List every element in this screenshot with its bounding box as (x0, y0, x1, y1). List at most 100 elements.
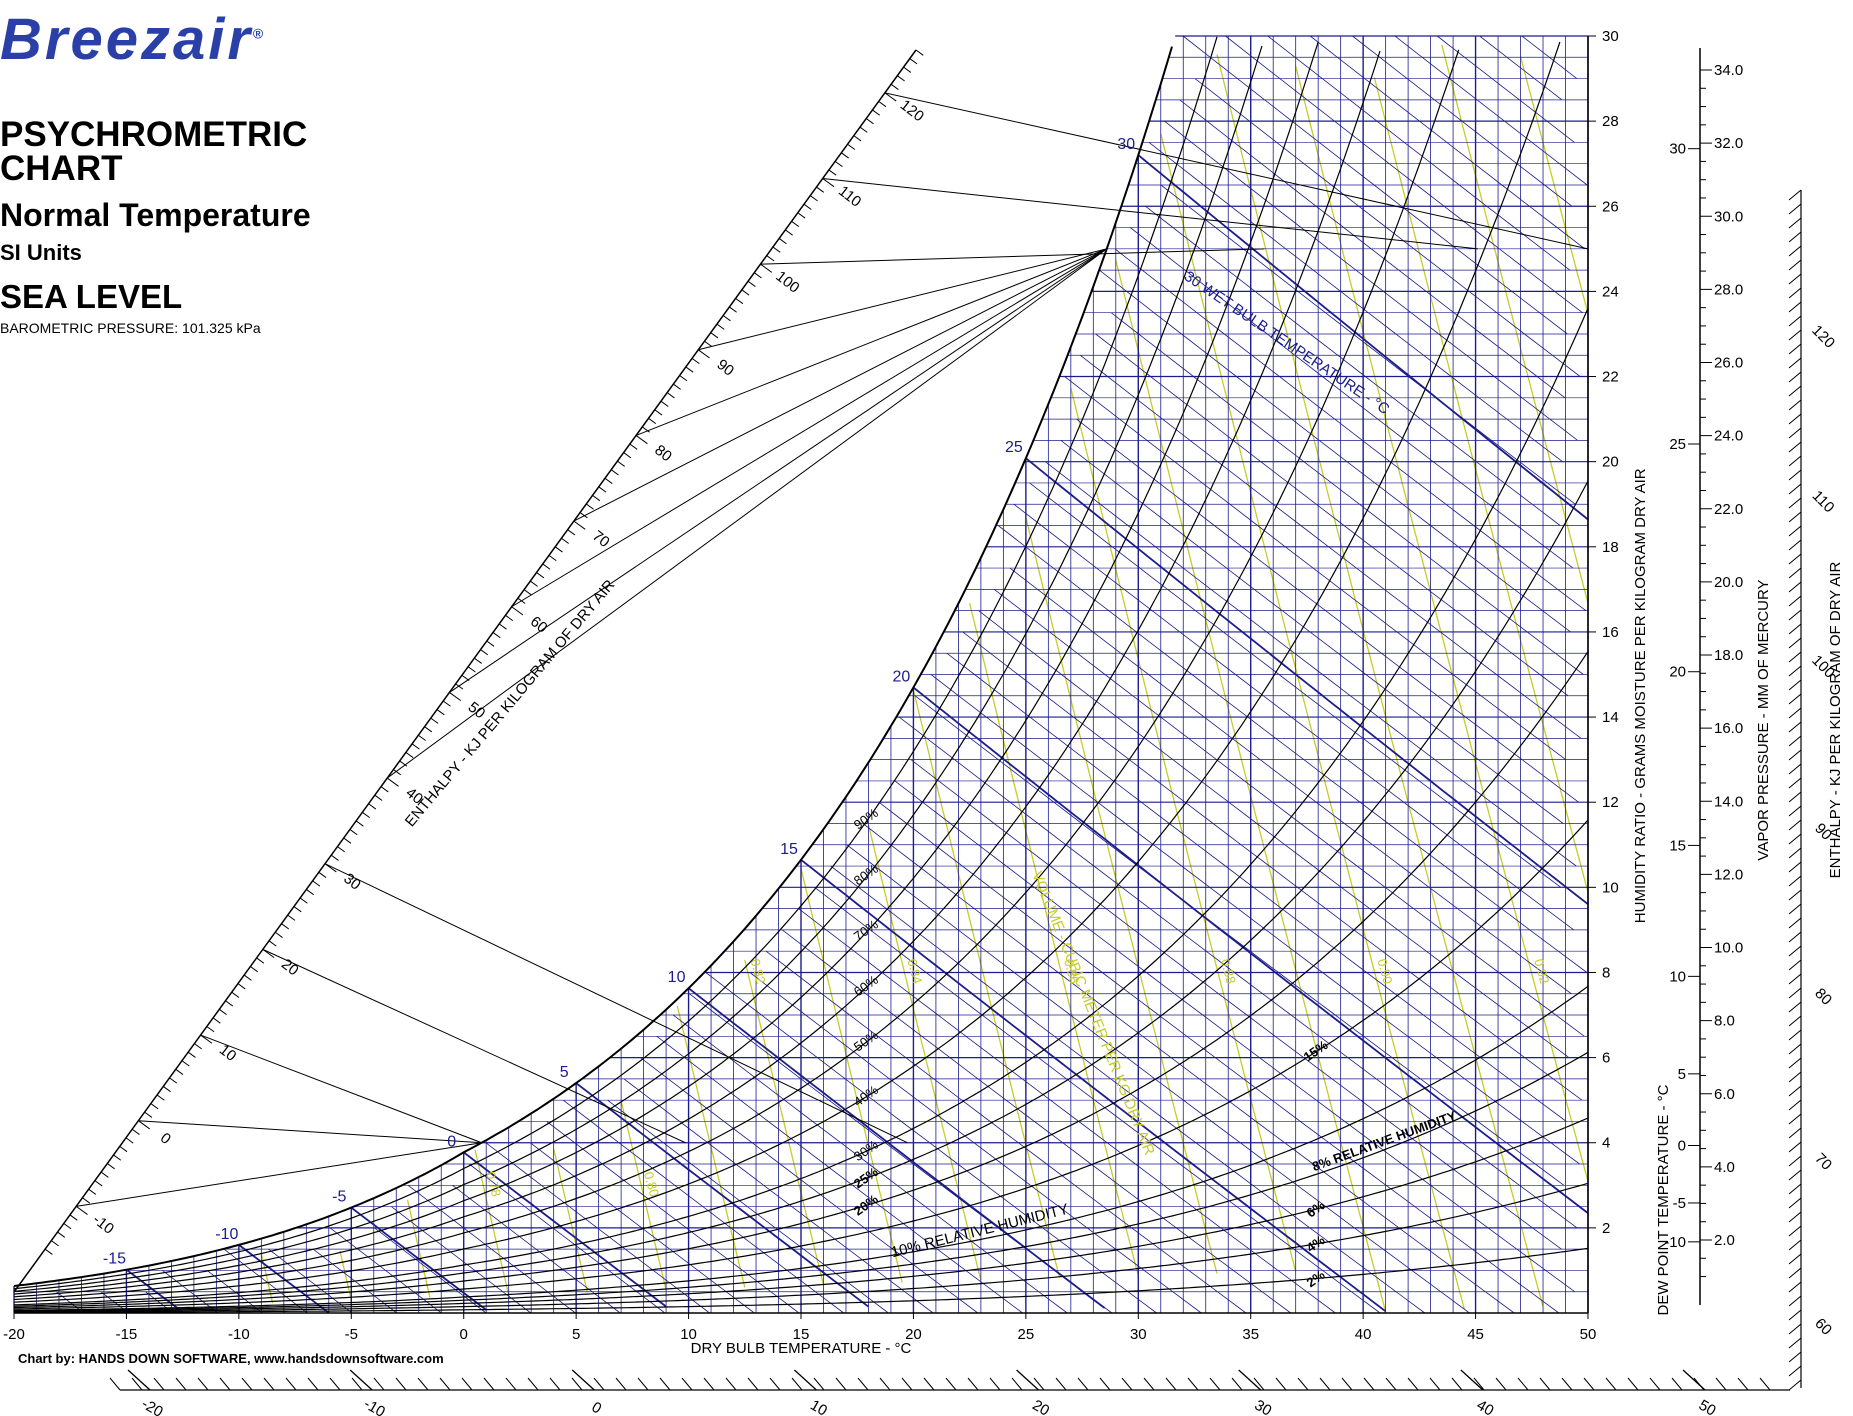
bottom-scale-tick (1297, 1377, 1309, 1391)
enthalpy-tick (256, 957, 265, 964)
volume-value-label: 0.80 (641, 1170, 662, 1198)
units-label: SI Units (0, 240, 82, 265)
wet-bulb-line (575, 1082, 870, 1308)
enthalpy-tick (847, 143, 856, 150)
enthalpy-tick (766, 255, 775, 262)
volume-line (1160, 133, 1465, 1310)
pressure-label: BAROMETRIC PRESSURE: 101.325 kPa (0, 320, 261, 336)
rh-value-label: 30% (851, 1137, 881, 1164)
right-enthalpy-tick (1788, 1085, 1802, 1097)
enthalpy-axis-line (13, 49, 917, 1293)
volume-line (1295, 65, 1589, 1182)
enthalpy-hatch-line (910, 759, 1562, 1250)
enthalpy-hatch-line (223, 1248, 308, 1314)
enthalpy-tick (480, 649, 489, 656)
right-enthalpy-tick (1788, 1113, 1802, 1125)
enthalpy-tick (312, 880, 321, 887)
bottom-scale-tick (1341, 1377, 1353, 1391)
volume-line (1441, 44, 1589, 604)
enthalpy-tick (785, 229, 793, 236)
enthalpy-line (76, 1142, 482, 1207)
enthalpy-tick (915, 49, 924, 56)
right-enthalpy-tick (1788, 511, 1802, 523)
rh-value-label: 50% (851, 1027, 881, 1054)
right-enthalpy-tick (1788, 1323, 1802, 1335)
enthalpy-tick (834, 160, 843, 168)
enthalpy-tick-label: 110 (835, 183, 864, 211)
bottom-scale-major-tick (1016, 1369, 1040, 1391)
dew-point-tick-label: 0 (1678, 1138, 1686, 1155)
x-tick-label: 10 (680, 1326, 697, 1343)
enthalpy-tick (530, 580, 538, 587)
x-tick-label: 40 (1355, 1326, 1372, 1343)
right-enthalpy-tick (1788, 1197, 1802, 1209)
x-tick-label: 5 (572, 1326, 580, 1343)
saturation-curve (13, 46, 1173, 1287)
enthalpy-tick (567, 529, 576, 536)
bottom-scale-label: 0 (589, 1399, 605, 1416)
bottom-scale-tick (835, 1377, 847, 1391)
enthalpy-tick (772, 246, 781, 253)
bottom-scale-tick (1209, 1377, 1221, 1391)
rh-curve (13, 45, 1263, 1292)
bottom-scale-tick (923, 1377, 935, 1391)
y-tick-label: 10 (1602, 879, 1619, 896)
enthalpy-tick-label: 10 (216, 1041, 240, 1065)
enthalpy-hatch-line (830, 865, 1426, 1314)
bottom-scale-tick (1165, 1377, 1177, 1391)
right-enthalpy-tick (1788, 343, 1802, 355)
right-enthalpy-tick (1788, 301, 1802, 313)
enthalpy-tick (704, 340, 713, 347)
dew-point-axis-label: DEW POINT TEMPERATURE - °C (1655, 1084, 1672, 1315)
vp-tick-label: 6.0 (1714, 1086, 1735, 1103)
bottom-scale-tick (1143, 1377, 1155, 1391)
bottom-scale-tick (1671, 1377, 1683, 1391)
right-enthalpy-tick (1788, 399, 1802, 411)
enthalpy-tick (94, 1180, 103, 1187)
bottom-scale-tick (1715, 1377, 1727, 1391)
enthalpy-hatch-line (946, 652, 1567, 1122)
enthalpy-tick (75, 1205, 88, 1215)
y-tick-label: 22 (1602, 369, 1619, 386)
right-enthalpy-tick (1788, 581, 1802, 593)
bottom-scale-tick (769, 1377, 781, 1391)
rh-curve (13, 41, 1561, 1303)
saturation-temp-label: -15 (103, 1251, 126, 1268)
wet-bulb-line (688, 987, 1106, 1309)
enthalpy-tick (374, 794, 383, 801)
rh-curve (13, 819, 1589, 1310)
enthalpy-tick (131, 1128, 140, 1135)
enthalpy-hatch-line (1352, 35, 1573, 207)
enthalpy-tick (243, 974, 252, 981)
right-enthalpy-tick (1788, 357, 1802, 369)
bottom-scale-tick (1187, 1377, 1199, 1391)
volume-line (867, 824, 982, 1281)
bottom-scale-tick (813, 1377, 825, 1391)
enthalpy-tick-label: 0 (157, 1130, 174, 1149)
enthalpy-hatch-line (391, 1206, 532, 1314)
right-enthalpy-tick (1788, 903, 1802, 915)
bottom-scale-tick (1759, 1377, 1771, 1391)
enthalpy-hatch-line (1394, 35, 1588, 186)
enthalpy-tick (816, 186, 825, 193)
right-enthalpy-tick (1788, 623, 1802, 635)
rh-value-label: 6% (1304, 1197, 1328, 1220)
enthalpy-tick (803, 203, 812, 210)
right-enthalpy-axis-label: ENTHALPY - KJ PER KILOGRAM OF DRY AIR (1827, 561, 1844, 878)
bottom-scale-tick (615, 1377, 627, 1391)
wet-bulb-line (1137, 154, 1589, 521)
bottom-scale-tick (461, 1377, 473, 1391)
dew-point-tick-label: 15 (1669, 837, 1686, 854)
dew-point-tick-label: 25 (1669, 436, 1686, 453)
bottom-scale-label: -20 (139, 1395, 166, 1416)
right-enthalpy-tick (1788, 1015, 1802, 1027)
enthalpy-tick (218, 1008, 227, 1016)
chart-title-line2: CHART (0, 149, 123, 188)
bottom-scale-major-tick (1238, 1369, 1262, 1391)
enthalpy-line (573, 248, 1107, 522)
enthalpy-tick (237, 983, 246, 990)
bottom-scale-tick (175, 1377, 187, 1391)
enthalpy-tick (318, 871, 327, 878)
right-enthalpy-tick (1788, 749, 1802, 761)
dew-point-tick-label: 20 (1669, 664, 1686, 681)
